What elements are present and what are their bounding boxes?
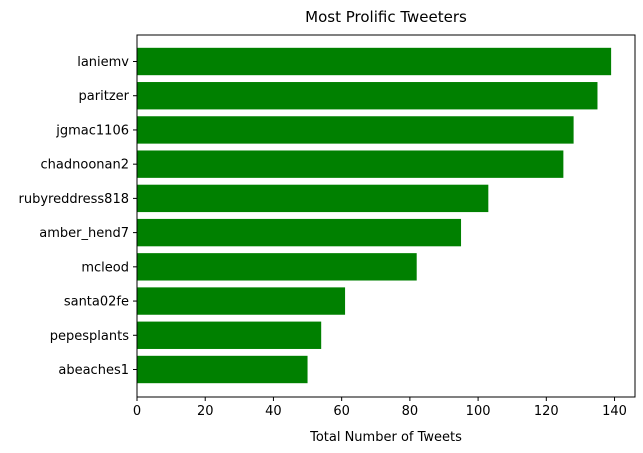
y-tick-label: jgmac1106 [55, 123, 129, 138]
x-tick-label: 20 [197, 404, 214, 419]
bar-jgmac1106 [137, 116, 574, 144]
x-tick-label: 40 [265, 404, 282, 419]
y-tick-label: paritzer [79, 89, 130, 104]
plot-frame [136, 34, 636, 398]
chart-title: Most Prolific Tweeters [305, 8, 467, 26]
bar-abeaches1 [137, 355, 308, 384]
y-tick-label: mcleod [81, 260, 129, 275]
bar-pepesplants [137, 321, 322, 349]
y-tick-label: pepesplants [50, 329, 129, 344]
bar-paritzer [137, 82, 598, 110]
x-tick-label: 60 [333, 404, 350, 419]
bar-rubyreddress818 [137, 184, 489, 213]
x-axis-label: Total Number of Tweets [309, 430, 462, 445]
bar-laniemv [137, 47, 612, 76]
bar-chadnoonan2 [137, 150, 564, 178]
bar-amber_hend7 [137, 218, 462, 247]
x-tick-label: 0 [133, 404, 141, 419]
y-tick-label: rubyreddress818 [18, 192, 129, 207]
x-tick-label: 80 [402, 404, 419, 419]
y-tick-label: santa02fe [64, 295, 129, 310]
x-tick-label: 100 [466, 404, 491, 419]
y-tick-layer: laniemv paritzer jgmac1106 chadnoonan2 rubyr… [18, 55, 137, 378]
y-tick-label: abeaches1 [58, 363, 129, 378]
x-tick-layer: 0 20 40 60 80 100 120 140 [133, 397, 627, 419]
bar-santa02fe [137, 287, 346, 315]
y-tick-label: amber_hend7 [39, 226, 129, 241]
bars-layer [137, 47, 612, 384]
y-tick-label: laniemv [77, 55, 129, 70]
bar-mcleod [137, 253, 417, 281]
x-tick-label: 140 [602, 404, 627, 419]
x-tick-label: 120 [534, 404, 559, 419]
y-tick-label: chadnoonan2 [41, 158, 129, 173]
